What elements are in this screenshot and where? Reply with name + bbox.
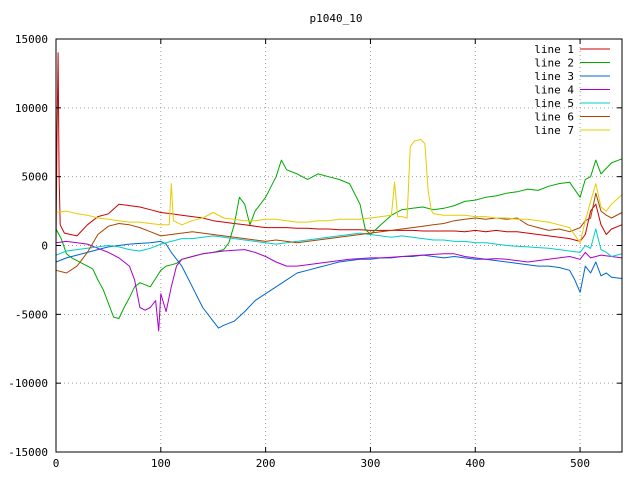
y-tick-label: 5000 (22, 171, 49, 184)
legend-label-1: line 1 (534, 43, 574, 56)
series-line-6 (55, 192, 623, 274)
x-tick-label: 400 (465, 457, 485, 470)
series-layer (55, 52, 623, 332)
y-tick-label: -5000 (15, 308, 48, 321)
legend-label-5: line 5 (534, 97, 574, 110)
x-tick-label: 300 (361, 457, 381, 470)
y-tick-label: 15000 (15, 33, 48, 46)
legend-label-3: line 3 (534, 70, 574, 83)
series-line-4 (55, 240, 623, 332)
grid (56, 39, 622, 452)
legend-label-2: line 2 (534, 57, 574, 70)
x-tick-label: 500 (570, 457, 590, 470)
y-tick-label: -15000 (8, 446, 48, 459)
chart-title: p1040_10 (310, 12, 363, 25)
series-line-3 (55, 240, 623, 329)
legend-label-6: line 6 (534, 111, 574, 124)
legend-label-7: line 7 (534, 124, 574, 137)
series-line-2 (55, 158, 623, 319)
y-tick-label: 10000 (15, 102, 48, 115)
series-line-5 (55, 228, 623, 257)
y-tick-label: 0 (41, 240, 48, 253)
legend-label-4: line 4 (534, 84, 574, 97)
y-tick-label: -10000 (8, 377, 48, 390)
series-line-7 (55, 139, 623, 244)
x-tick-label: 0 (53, 457, 60, 470)
x-tick-label: 100 (151, 457, 171, 470)
x-tick-label: 200 (256, 457, 276, 470)
ticks: 0 100 200 300 400 500 -15000 -10000 -5000 0 5000 10… (8, 33, 622, 470)
series-line-1 (55, 52, 623, 246)
